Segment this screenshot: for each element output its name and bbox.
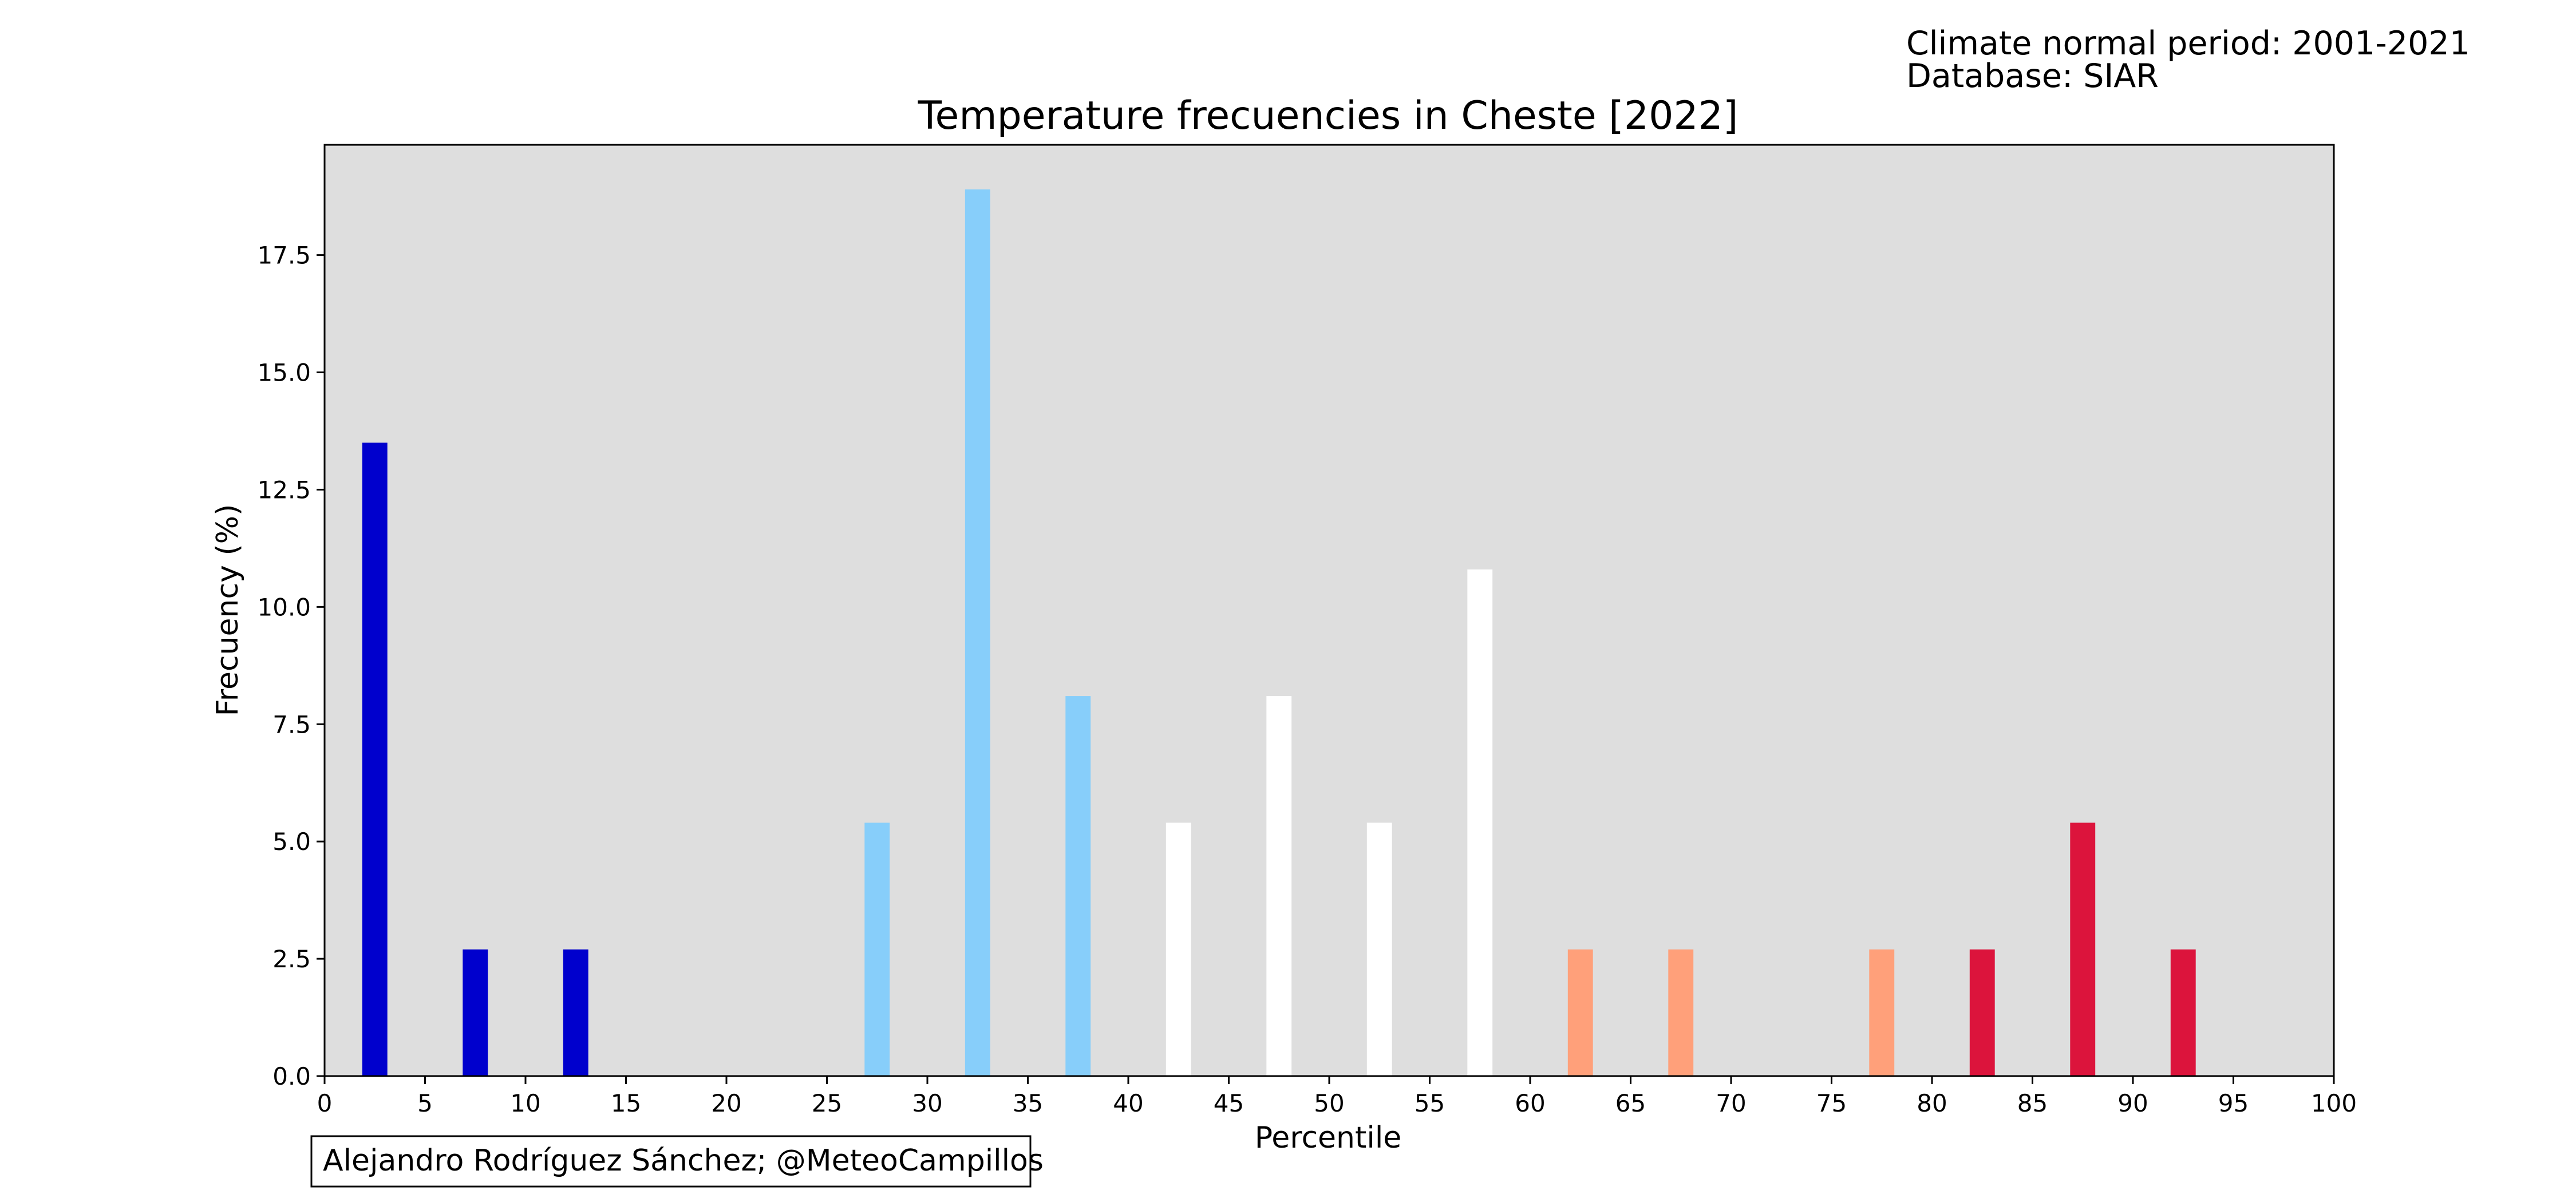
y-tick-label: 10.0 <box>257 593 311 621</box>
bar-16 <box>1969 949 1995 1076</box>
x-tick-label: 75 <box>1816 1089 1847 1117</box>
x-tick-label: 35 <box>1013 1089 1043 1117</box>
y-tick-label: 15.0 <box>257 359 311 387</box>
bar-15 <box>1869 949 1895 1076</box>
bar-9 <box>1266 696 1292 1076</box>
bar-2 <box>563 949 588 1076</box>
x-tick-label: 5 <box>417 1089 433 1117</box>
bar-7 <box>1065 696 1091 1076</box>
x-tick-label: 50 <box>1314 1089 1344 1117</box>
y-axis: 0.0 2.5 5.0 7.5 10.0 12.5 15.0 17.5 <box>257 242 325 1090</box>
x-tick-label: 15 <box>611 1089 641 1117</box>
credit-text: Alejandro Rodríguez Sánchez; @MeteoCampi… <box>323 1144 1044 1178</box>
bar-1 <box>463 949 488 1076</box>
y-tick-label: 7.5 <box>272 710 311 738</box>
x-tick-label: 100 <box>2311 1089 2357 1117</box>
x-tick-label: 90 <box>2117 1089 2148 1117</box>
bar-17 <box>2070 823 2096 1076</box>
bar-11 <box>1467 569 1493 1076</box>
credit-frame <box>310 1135 1032 1188</box>
x-tick-label: 10 <box>510 1089 540 1117</box>
x-tick-label: 85 <box>2017 1089 2048 1117</box>
x-tick-label: 45 <box>1214 1089 1244 1117</box>
chart-title: Temperature frecuencies in Cheste [2022] <box>918 93 1739 139</box>
x-tick-label: 25 <box>812 1089 842 1117</box>
plot-area <box>325 145 2334 1076</box>
bar-10 <box>1366 823 1392 1076</box>
y-tick-label: 0.0 <box>272 1062 311 1090</box>
x-tick-label: 95 <box>2218 1089 2249 1117</box>
x-tick-label: 80 <box>1917 1089 1947 1117</box>
y-tick-label: 12.5 <box>257 476 311 504</box>
x-axis-label: Percentile <box>1255 1121 1402 1155</box>
x-tick-label: 0 <box>317 1089 333 1117</box>
x-tick-label: 20 <box>711 1089 741 1117</box>
climate-period-text: Climate normal period: 2001-2021 <box>1906 25 2470 62</box>
y-tick-label: 2.5 <box>272 945 311 973</box>
bar-8 <box>1165 823 1191 1076</box>
bars-group <box>362 189 2196 1077</box>
x-tick-label: 55 <box>1415 1089 1445 1117</box>
x-tick-label: 70 <box>1716 1089 1746 1117</box>
bar-18 <box>2170 949 2196 1076</box>
y-tick-label: 5.0 <box>272 828 311 856</box>
x-tick-label: 65 <box>1615 1089 1646 1117</box>
bar-5 <box>864 823 890 1076</box>
credit-box: Alejandro Rodríguez Sánchez; @MeteoCampi… <box>310 1135 1044 1188</box>
bar-13 <box>1668 949 1694 1076</box>
bar-6 <box>965 189 990 1077</box>
bar-12 <box>1567 949 1593 1076</box>
x-axis: 0 5 10 15 20 25 30 35 40 45 50 55 60 65 70 75 80 85 90 95 10… <box>317 1076 2357 1117</box>
bar-0 <box>362 442 388 1076</box>
x-tick-label: 60 <box>1515 1089 1545 1117</box>
y-axis-label: Frecuency (%) <box>211 504 245 717</box>
database-text: Database: SIAR <box>1906 57 2159 95</box>
x-tick-label: 40 <box>1113 1089 1143 1117</box>
x-tick-label: 30 <box>912 1089 942 1117</box>
y-tick-label: 17.5 <box>257 242 311 270</box>
